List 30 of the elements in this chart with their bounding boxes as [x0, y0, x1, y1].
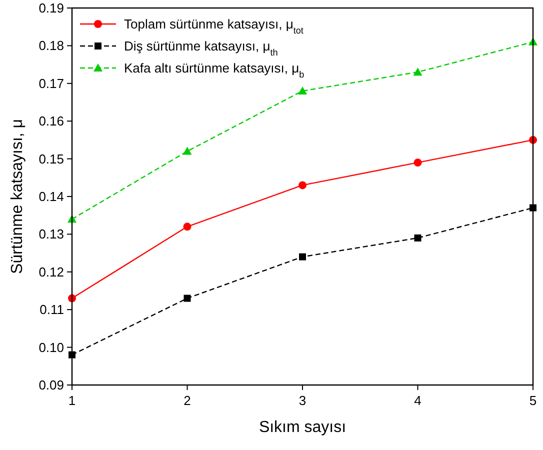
point — [413, 68, 422, 76]
y-tick-label: 0.16 — [38, 114, 64, 129]
point — [414, 158, 422, 167]
y-tick-label: 0.10 — [38, 340, 64, 355]
x-tick-label: 1 — [68, 393, 76, 408]
y-axis-title: Sürtünme katsayısı, μ — [9, 118, 26, 274]
x-tick-label: 5 — [529, 393, 537, 408]
x-axis-title: Sıkım sayısı — [258, 419, 346, 436]
legend-label: Kafa altı sürtünme katsayısı, μ$_{b}$ — [124, 60, 304, 80]
y-tick-label: 0.15 — [38, 151, 64, 166]
legend-label: Toplam sürtünme katsayısı, μ$_{tot}$ — [124, 16, 304, 36]
y-tick-label: 0.19 — [38, 0, 64, 16]
point — [298, 181, 306, 190]
y-tick-label: 0.17 — [38, 76, 64, 91]
y-tick-label: 0.09 — [38, 378, 64, 392]
point — [414, 234, 422, 242]
y-tick-label: 0.12 — [38, 264, 64, 280]
y-tick-label: 0.14 — [38, 189, 64, 204]
point — [182, 146, 192, 155]
point — [183, 222, 192, 231]
point — [184, 294, 191, 302]
point — [298, 86, 307, 94]
legend-label: Diş sürtünme katsayısı, μ$_{th}$ — [124, 38, 278, 58]
x-tick-label: 4 — [414, 393, 422, 408]
point — [299, 253, 306, 260]
x-tick-label: 3 — [298, 393, 306, 408]
y-tick-label: 0.18 — [38, 38, 64, 54]
y-tick-label: 0.13 — [38, 226, 64, 242]
y-tick-label: 0.11 — [40, 302, 64, 318]
x-tick-label: 2 — [184, 393, 191, 408]
